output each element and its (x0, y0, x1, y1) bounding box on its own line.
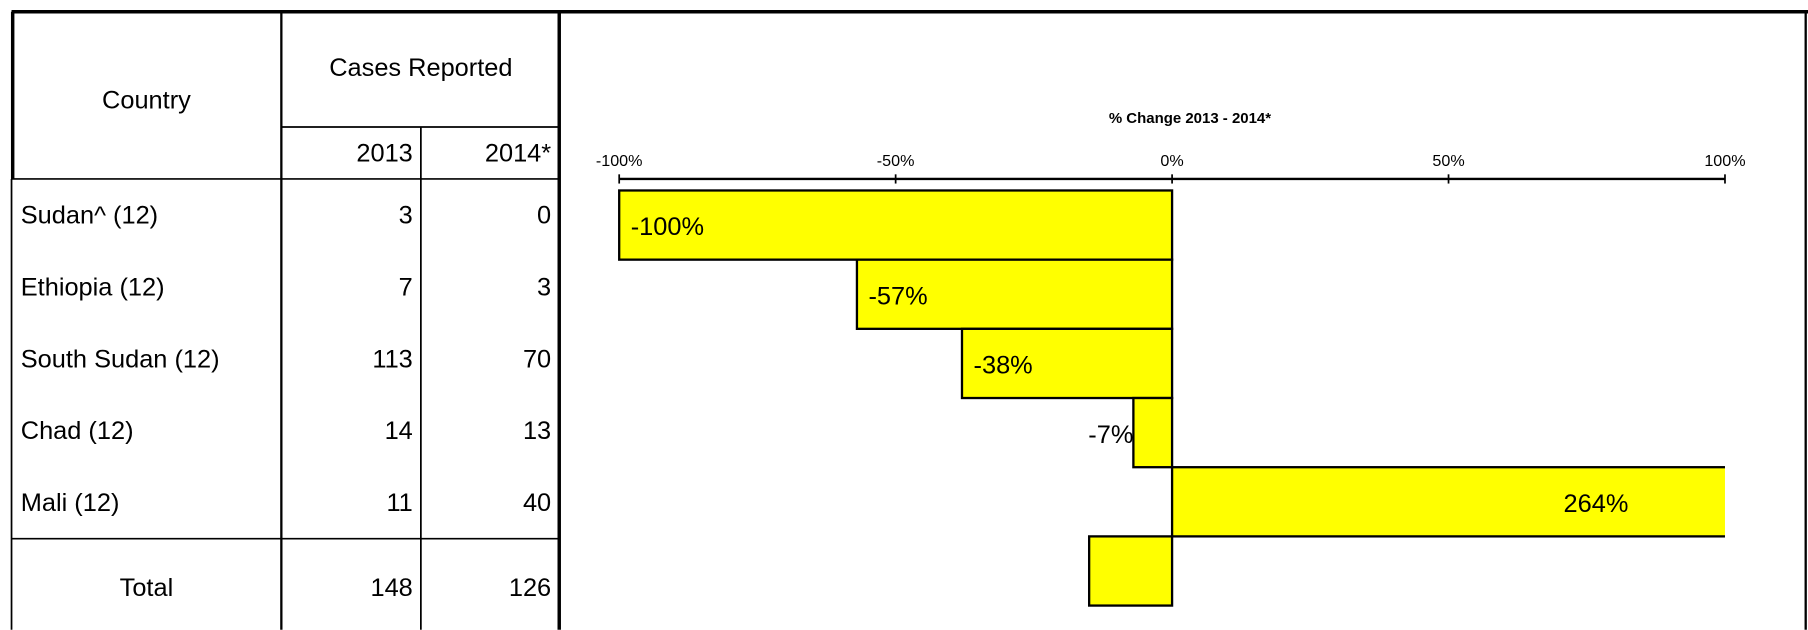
table-grid (10, 10, 1808, 630)
total-value: 126 (509, 574, 551, 602)
total-label: Total (120, 574, 174, 602)
cases-value: 70 (523, 345, 551, 373)
value-label: -7% (1088, 421, 1133, 449)
cases-value: 7 (399, 274, 413, 302)
x-tick-label: 50% (1432, 152, 1464, 170)
country-name: Sudan^ (12) (21, 202, 158, 230)
cases-value: 0 (537, 202, 551, 230)
bar (1170, 466, 1725, 538)
value-label: -38% (974, 352, 1033, 380)
cases-value: 3 (399, 202, 413, 230)
bar (1087, 535, 1174, 607)
chart-title: % Change 2013 - 2014* (1109, 110, 1271, 127)
x-tick-label: 0% (1160, 152, 1183, 170)
country-name: Mali (12) (21, 489, 120, 517)
bar (960, 327, 1174, 400)
header-cases: Cases Reported (329, 54, 512, 82)
header-country: Country (102, 86, 191, 114)
x-tick-label: 100% (1704, 152, 1745, 170)
cases-value: 40 (523, 489, 551, 517)
value-label: -57% (868, 282, 927, 310)
x-tick-label: -50% (877, 152, 915, 170)
total-value: 148 (370, 574, 412, 602)
cases-value: 113 (372, 345, 412, 373)
header-year: 2013 (356, 139, 412, 167)
x-tick-label: -100% (596, 152, 643, 170)
cases-value: 11 (386, 489, 412, 517)
cases-value: 13 (523, 417, 551, 445)
cases-value: 3 (537, 274, 551, 302)
bar (1132, 396, 1174, 469)
header-year: 2014* (485, 139, 551, 167)
value-label: -100% (631, 213, 704, 241)
country-name: Chad (12) (21, 417, 134, 445)
country-name: South Sudan (12) (21, 345, 220, 373)
value-label: 264% (1564, 490, 1629, 518)
country-name: Ethiopia (12) (21, 274, 165, 302)
cases-value: 14 (385, 417, 413, 445)
plot-area (618, 189, 1725, 607)
